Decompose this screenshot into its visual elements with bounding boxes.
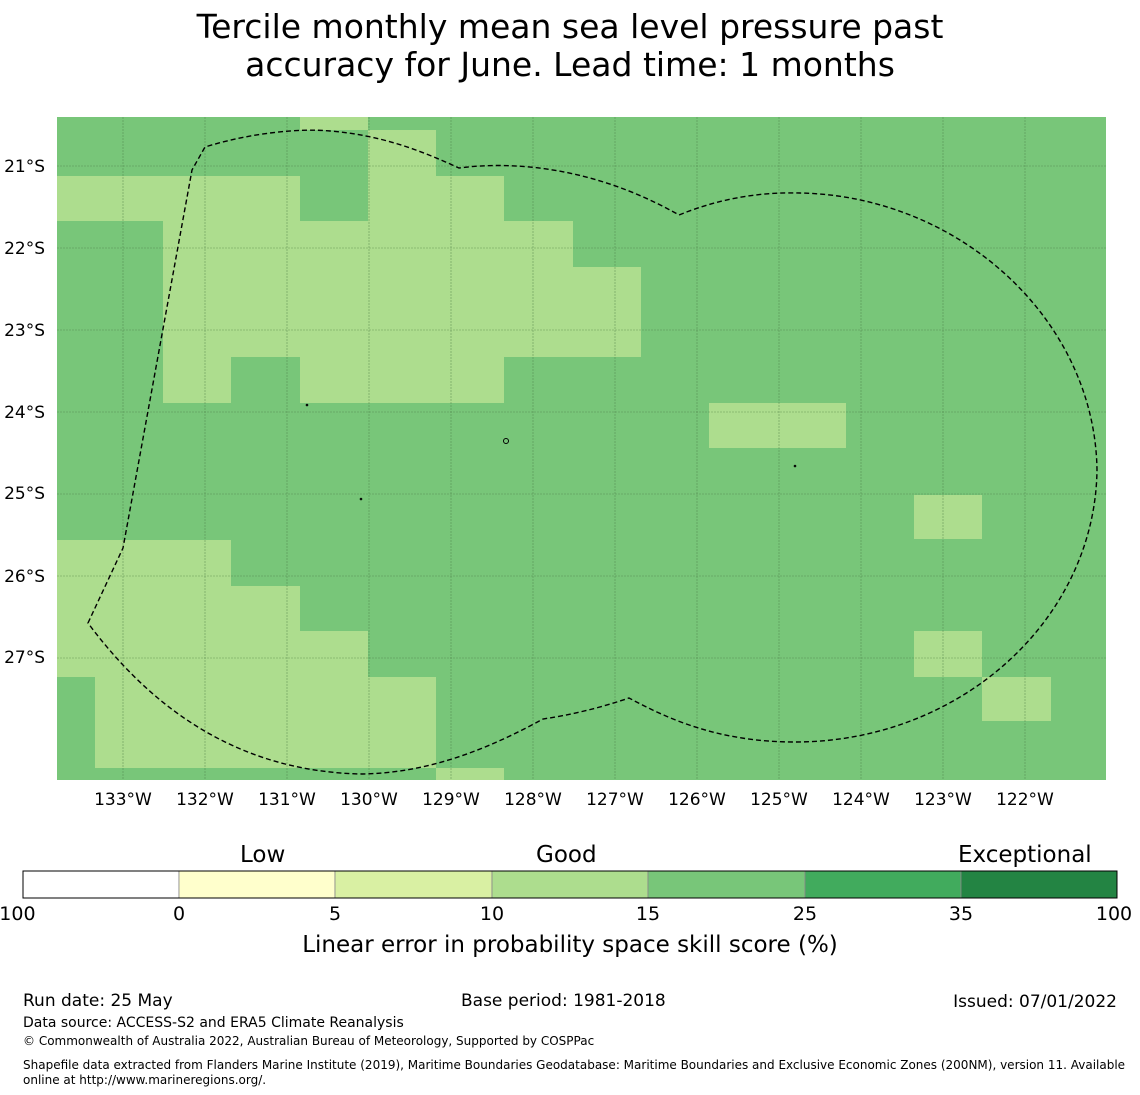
lat-label: 25°S — [4, 484, 45, 504]
colorbar-tick: 15 — [635, 903, 661, 925]
lon-label: 124°W — [832, 790, 890, 810]
lat-label: 21°S — [4, 157, 45, 177]
lon-label: 125°W — [750, 790, 808, 810]
shapefile-credit: Shapefile data extracted from Flanders M… — [23, 1058, 1126, 1087]
lat-label: 23°S — [4, 321, 45, 341]
colorbar-tick: 35 — [948, 903, 974, 925]
lon-label: 127°W — [586, 790, 644, 810]
islands — [305, 403, 797, 501]
colorbar-label: Linear error in probability space skill … — [302, 932, 838, 958]
lon-label: 128°W — [504, 790, 562, 810]
colorbar-tick: -100 — [0, 903, 36, 925]
colorbar-seg — [334, 870, 493, 899]
copyright: © Commonwealth of Australia 2022, Austra… — [23, 1034, 595, 1048]
title-line-2: accuracy for June. Lead time: 1 months — [245, 45, 895, 84]
colorbar-tick: 25 — [792, 903, 818, 925]
lat-label: 22°S — [4, 239, 45, 259]
colorbar-tick: 0 — [172, 903, 186, 925]
run-date: Run date: 25 May — [23, 991, 173, 1011]
title-line-1: Tercile monthly mean sea level pressure … — [196, 7, 944, 46]
lon-label: 129°W — [422, 790, 480, 810]
colorbar-tick: 100 — [1095, 903, 1133, 925]
lon-label: 133°W — [94, 790, 152, 810]
data-source: Data source: ACCESS-S2 and ERA5 Climate … — [23, 1015, 404, 1031]
lon-label: 130°W — [340, 790, 398, 810]
colorbar-seg — [960, 870, 1118, 899]
lon-label: 126°W — [668, 790, 726, 810]
colorbar — [22, 870, 1118, 899]
colorbar-tick: 10 — [479, 903, 505, 925]
lon-label: 123°W — [914, 790, 972, 810]
lon-label: 132°W — [176, 790, 234, 810]
lat-label: 24°S — [4, 403, 45, 423]
legend-category-low: Low — [240, 842, 286, 868]
issued-date: Issued: 07/01/2022 — [953, 992, 1117, 1012]
colorbar-tick: 5 — [328, 903, 342, 925]
graticule — [57, 117, 1106, 780]
colorbar-frame — [22, 870, 1118, 899]
lon-label: 122°W — [996, 790, 1054, 810]
lat-label: 27°S — [4, 648, 45, 668]
lon-label: 131°W — [258, 790, 316, 810]
colorbar-seg — [647, 870, 806, 899]
lat-label: 26°S — [4, 567, 45, 587]
colorbar-seg — [178, 870, 336, 899]
eez-boundary — [87, 129, 1098, 775]
colorbar-seg — [491, 870, 649, 899]
colorbar-seg — [804, 870, 962, 899]
legend-category-good: Good — [536, 842, 597, 868]
map-title: Tercile monthly mean sea level pressure … — [0, 8, 1140, 84]
base-period: Base period: 1981-2018 — [461, 991, 666, 1011]
colorbar-seg — [22, 870, 180, 899]
legend-category-exceptional: Exceptional — [958, 842, 1092, 868]
